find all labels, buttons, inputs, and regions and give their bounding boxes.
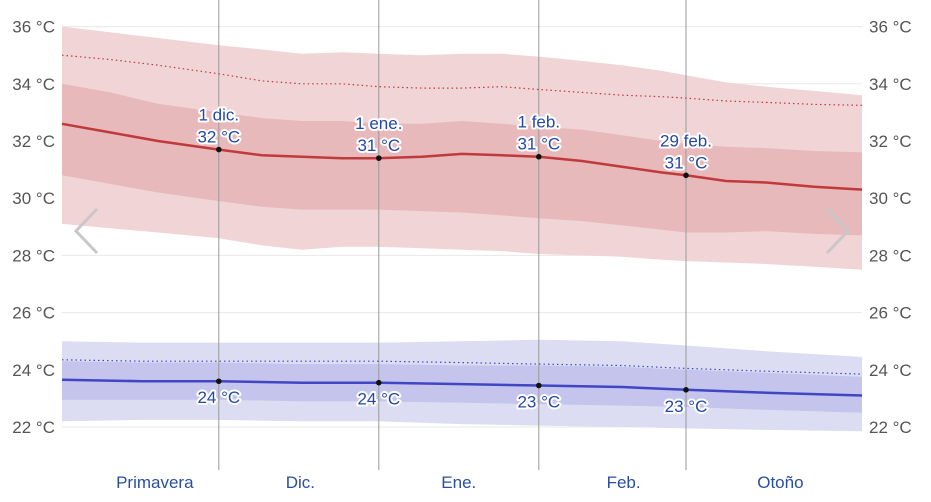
temperature-bands — [62, 26, 862, 432]
data-point-marker — [536, 153, 542, 160]
y-tick-label-left: 32 °C — [12, 132, 55, 151]
y-tick-label-right: 24 °C — [869, 361, 912, 380]
y-tick-label-right: 28 °C — [869, 246, 912, 265]
season-label: Dic. — [286, 473, 315, 492]
y-tick-label-right: 30 °C — [869, 189, 912, 208]
data-annotations: 1 dic. 32 °C 1 ene. 31 °C 1 feb. 31 °C 29 feb.… — [195, 104, 714, 418]
season-label: Ene. — [441, 473, 476, 492]
y-tick-label-left: 28 °C — [12, 246, 55, 265]
annotation-date: 1 ene. — [355, 114, 402, 133]
season-label: Primavera — [116, 473, 194, 492]
y-tick-label-right: 26 °C — [869, 304, 912, 323]
y-tick-label-left: 30 °C — [12, 189, 55, 208]
chevron-right-icon[interactable] — [825, 207, 851, 255]
low-average-line — [61, 378, 863, 397]
annotation-value: 31 °C — [357, 136, 400, 155]
y-tick-label-left: 34 °C — [12, 75, 55, 94]
annotation-value: 24 °C — [357, 390, 400, 409]
annotation-value: 23 °C — [517, 393, 560, 412]
temperature-lines — [61, 54, 863, 397]
y-tick-label-right: 22 °C — [869, 418, 912, 437]
annotation-value: 32 °C — [197, 128, 240, 147]
y-axis-labels: 22 °C 22 °C 24 °C 24 °C 26 °C 26 °C 28 °C 28 °C… — [12, 18, 911, 437]
low-band-25-75 — [62, 361, 862, 413]
data-point-marker — [683, 172, 689, 179]
annotation-value: 23 °C — [665, 397, 708, 416]
chevron-left-icon[interactable] — [73, 207, 99, 255]
annotation-value: 31 °C — [517, 135, 560, 154]
y-tick-label-right: 32 °C — [869, 132, 912, 151]
annotation-date: 1 dic. — [198, 106, 239, 125]
data-point-marker — [683, 387, 689, 393]
y-tick-label-left: 26 °C — [12, 304, 55, 323]
season-label: Feb. — [607, 473, 641, 492]
x-axis-season-labels: Primavera Dic. Ene. Feb. Otoño — [116, 473, 803, 492]
annotation-value: 31 °C — [665, 153, 708, 172]
y-tick-label-right: 36 °C — [869, 18, 912, 37]
y-tick-label-left: 22 °C — [12, 418, 55, 437]
season-label: Otoño — [757, 473, 803, 492]
data-point-marker — [536, 382, 542, 389]
data-point-marker — [376, 155, 382, 161]
y-tick-label-left: 36 °C — [12, 18, 55, 37]
annotation-date: 1 feb. — [518, 113, 561, 132]
y-tick-label-left: 24 °C — [12, 361, 55, 380]
low-record-line — [61, 359, 863, 375]
high-band-25-75 — [62, 83, 862, 236]
y-tick-label-right: 34 °C — [869, 75, 912, 94]
annotation-value: 24 °C — [197, 388, 240, 407]
data-point-marker — [376, 379, 382, 386]
high-average-line — [61, 122, 863, 191]
annotation-date: 29 feb. — [660, 131, 712, 150]
data-point-marker — [216, 378, 222, 385]
data-point-marker — [216, 146, 222, 153]
